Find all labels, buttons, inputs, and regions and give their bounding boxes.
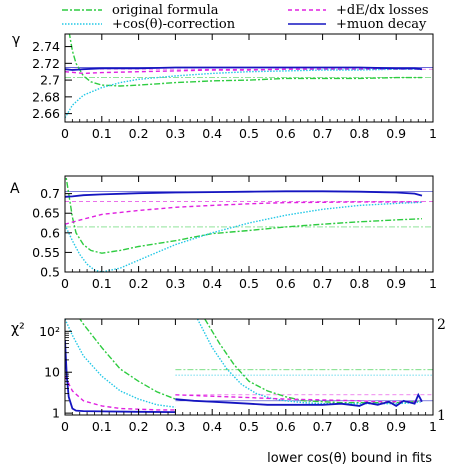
legend-entry-dedx-losses: +dE/dx losses <box>288 3 429 18</box>
y-tick-label: 0.55 <box>32 245 60 260</box>
x-tick-label: 0 <box>61 276 69 291</box>
y-tick-label: 0.6 <box>40 225 60 240</box>
y-tick-label: 2.66 <box>32 106 60 121</box>
x-tick-label: 0.4 <box>202 276 222 291</box>
y-tick-label: 1 <box>52 406 60 421</box>
y-tick-label: 0.65 <box>32 206 60 221</box>
y-tick-label: 2.72 <box>32 56 60 71</box>
x-tick-label: 0.6 <box>276 126 296 141</box>
plot-frame <box>64 175 434 273</box>
x-tick-label: 0.1 <box>92 419 112 434</box>
x-tick-label: 0.5 <box>239 126 259 141</box>
series-line-original-formula <box>79 319 176 400</box>
series-line-de-dx-losses <box>65 201 422 225</box>
series-line-cos-correction <box>65 319 176 408</box>
x-tick-label: 0 <box>61 419 69 434</box>
x-tick-label: 0.3 <box>165 276 185 291</box>
series-line-de-dx-losses <box>65 375 176 411</box>
series-line-muon-decay <box>65 340 176 413</box>
panel-gamma: 0 0.1 0.2 0.3 0.4 0.5 0.6 0.7 0.8 0.9 12.662.682.7… <box>12 32 437 141</box>
legend-label: original formula <box>112 3 219 18</box>
right-axis-label-top: 2 <box>437 317 446 333</box>
x-tick-label: 0.7 <box>313 276 333 291</box>
legend-label: +dE/dx losses <box>336 3 429 18</box>
panel-A: 0 0.1 0.2 0.3 0.4 0.5 0.6 0.7 0.8 0.9 1 0.5 0.55 0.6 0… <box>10 175 437 291</box>
series-line-muon-decay <box>65 190 423 198</box>
x-tick-label: 0.7 <box>313 126 333 141</box>
series-line-original-formula-rescaled <box>204 319 423 404</box>
x-tick-label: 0.2 <box>129 419 149 434</box>
x-tick-label: 1 <box>429 419 437 434</box>
y-tick-label: 10 <box>44 365 60 380</box>
x-tick-label: 0.3 <box>165 419 185 434</box>
x-tick-label: 0.3 <box>165 126 185 141</box>
series-line-muon-decay <box>65 66 423 71</box>
series-line-cos-correction <box>65 68 422 119</box>
x-tick-label: 1 <box>429 126 437 141</box>
x-tick-label: 0.5 <box>239 419 259 434</box>
y-axis-label: γ <box>12 32 20 48</box>
legend-entry-muon-decay: +muon decay <box>288 17 427 32</box>
x-tick-label: 0.4 <box>202 126 222 141</box>
x-tick-label: 0.2 <box>129 126 149 141</box>
y-axis-label: A <box>10 181 20 197</box>
x-tick-label: 0.9 <box>386 276 406 291</box>
y-tick-label: 0.7 <box>40 186 60 201</box>
x-tick-label: 0.9 <box>386 126 406 141</box>
series-line-muon-decay-rescaled <box>175 392 423 407</box>
y-tick-label: 2.7 <box>40 73 60 88</box>
y-axis-label: χ² <box>11 321 25 337</box>
series-line-original-formula <box>68 34 422 87</box>
x-axis-title: lower cos(θ) bound in fits <box>267 451 432 466</box>
x-tick-label: 0.5 <box>239 276 259 291</box>
x-tick-label: 0.2 <box>129 276 149 291</box>
x-tick-label: 0.8 <box>349 276 369 291</box>
plot-frame <box>64 33 434 123</box>
x-tick-label: 0 <box>61 126 69 141</box>
legend-entry-cos-correction: +cos(θ)-correction <box>62 17 236 32</box>
x-tick-label: 0.9 <box>386 419 406 434</box>
series-line-cos-correction-rescaled <box>196 319 423 405</box>
x-tick-label: 0.1 <box>92 126 112 141</box>
y-tick-label: 2.74 <box>32 39 60 54</box>
x-tick-label: 0.8 <box>349 126 369 141</box>
x-tick-label: 1 <box>429 276 437 291</box>
x-tick-label: 0.1 <box>92 276 112 291</box>
x-tick-label: 0.4 <box>202 419 222 434</box>
legend: original formula +dE/dx losses +cos(θ)-c… <box>62 3 429 32</box>
series-line-original-formula <box>65 176 423 254</box>
x-tick-label: 0.6 <box>276 276 296 291</box>
series-line-cos-correction <box>65 201 423 272</box>
y-tick-label: 2.68 <box>32 89 60 104</box>
legend-entry-original-formula: original formula <box>62 3 219 18</box>
y-tick-label: 0.5 <box>40 265 60 280</box>
x-tick-label: 0.8 <box>349 419 369 434</box>
right-axis-label-bottom: 1 <box>437 408 446 424</box>
x-tick-label: 0.7 <box>313 419 333 434</box>
x-tick-label: 0.6 <box>276 419 296 434</box>
legend-label: +muon decay <box>336 17 427 32</box>
y-tick-label: 10² <box>39 324 60 339</box>
legend-label: +cos(θ)-correction <box>112 17 236 32</box>
